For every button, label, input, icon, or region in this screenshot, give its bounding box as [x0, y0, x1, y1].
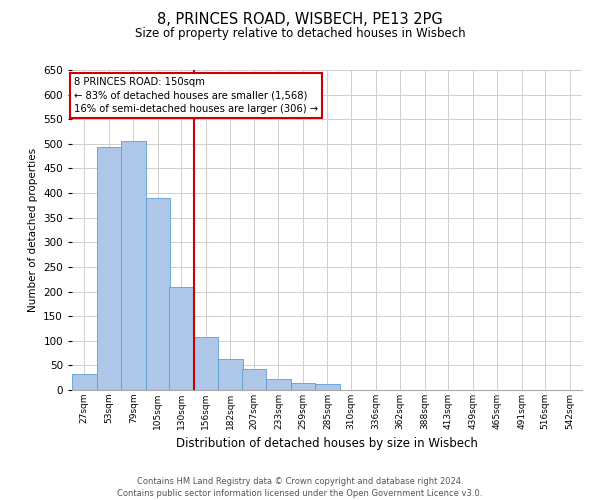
Bar [315, 384, 340, 390]
Bar [146, 198, 170, 390]
Bar [72, 374, 97, 390]
Bar [97, 148, 121, 390]
Y-axis label: Number of detached properties: Number of detached properties [28, 148, 38, 312]
Bar [218, 360, 242, 390]
Text: 8, PRINCES ROAD, WISBECH, PE13 2PG: 8, PRINCES ROAD, WISBECH, PE13 2PG [157, 12, 443, 28]
Bar [291, 383, 315, 390]
Bar [194, 338, 218, 390]
Bar [121, 142, 146, 390]
Text: Contains HM Land Registry data © Crown copyright and database right 2024.
Contai: Contains HM Land Registry data © Crown c… [118, 476, 482, 498]
X-axis label: Distribution of detached houses by size in Wisbech: Distribution of detached houses by size … [176, 438, 478, 450]
Bar [242, 370, 266, 390]
Text: 8 PRINCES ROAD: 150sqm
← 83% of detached houses are smaller (1,568)
16% of semi-: 8 PRINCES ROAD: 150sqm ← 83% of detached… [74, 78, 318, 114]
Bar [266, 379, 291, 390]
Text: Size of property relative to detached houses in Wisbech: Size of property relative to detached ho… [134, 28, 466, 40]
Bar [169, 286, 194, 390]
